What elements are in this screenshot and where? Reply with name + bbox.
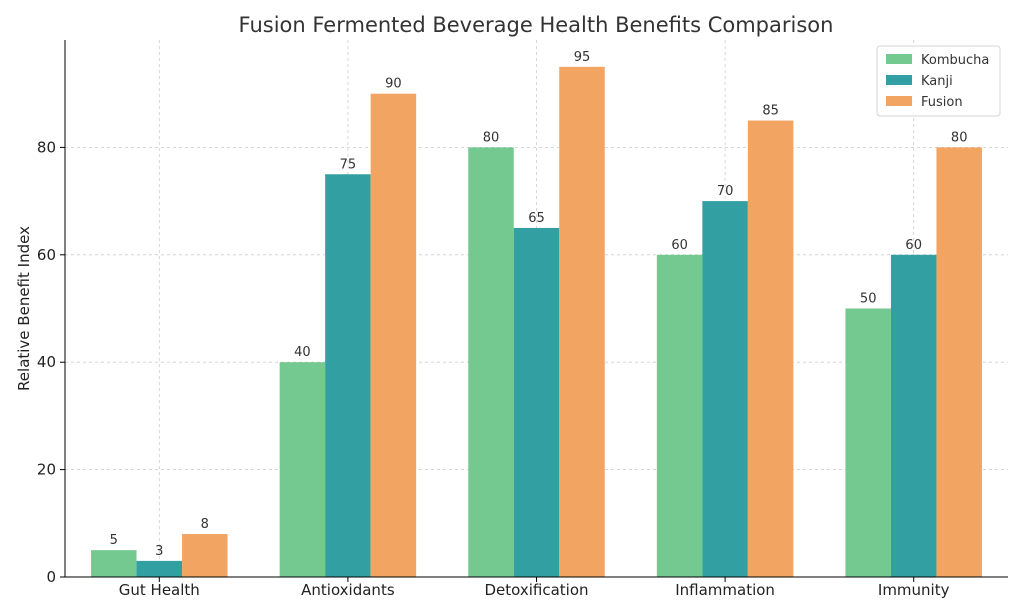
bar-fusion-gut-health — [182, 534, 228, 577]
data-label: 85 — [762, 104, 779, 119]
bar-kanji-gut-health — [136, 560, 183, 577]
y-tick-label: 80 — [37, 138, 56, 156]
x-tick-label: Antioxidants — [301, 581, 395, 599]
bar-kombucha-immunity — [845, 308, 891, 577]
x-tick-label: Inflammation — [675, 581, 775, 599]
y-tick-label: 0 — [46, 568, 56, 586]
bar-fusion-inflammation — [747, 120, 794, 578]
bars-layer — [91, 66, 982, 578]
legend-swatch-kombucha — [886, 54, 912, 64]
y-tick-label: 20 — [37, 461, 56, 479]
data-label: 70 — [717, 184, 734, 199]
data-label: 40 — [294, 345, 311, 360]
data-label: 5 — [110, 533, 118, 548]
y-axis-label: Relative Benefit Index — [15, 226, 33, 391]
legend-swatch-kanji — [886, 75, 912, 85]
data-label: 90 — [385, 77, 402, 92]
x-tick-label: Immunity — [878, 581, 950, 599]
data-label: 3 — [155, 544, 163, 559]
y-tick-label: 40 — [37, 353, 56, 371]
data-label: 95 — [574, 50, 591, 65]
grid-layer — [65, 40, 1008, 577]
data-label: 60 — [671, 238, 688, 253]
bar-kanji-detoxification — [513, 227, 560, 577]
bar-kanji-inflammation — [702, 201, 748, 577]
data-label: 65 — [528, 211, 545, 226]
data-labels-layer: 5 40 80 60 50 3 75 65 70 60 8 90 95 85 80 — [110, 50, 968, 559]
data-label: 60 — [905, 238, 922, 253]
bar-fusion-immunity — [936, 147, 982, 577]
data-label: 80 — [483, 130, 500, 145]
x-tick-label: Gut Health — [119, 581, 200, 599]
legend-label-fusion: Fusion — [921, 95, 963, 110]
bar-kombucha-gut-health — [91, 550, 137, 577]
data-label: 80 — [951, 130, 968, 145]
bar-fusion-detoxification — [559, 66, 605, 577]
bar-kombucha-antioxidants — [279, 362, 326, 577]
legend: Kombucha Kanji Fusion — [876, 45, 1001, 117]
bar-fusion-antioxidants — [370, 93, 417, 577]
legend-label-kanji: Kanji — [921, 74, 953, 89]
axes-layer: 0 20 40 60 80 Gut Health Antioxidants Detoxific… — [37, 40, 1008, 599]
bar-kanji-antioxidants — [325, 174, 371, 577]
legend-swatch-fusion — [886, 96, 912, 106]
data-label: 50 — [860, 292, 877, 307]
bar-kombucha-inflammation — [656, 254, 703, 578]
x-tick-label: Detoxification — [484, 581, 588, 599]
legend-label-kombucha: Kombucha — [921, 53, 989, 68]
y-tick-label: 60 — [37, 246, 56, 264]
data-label: 8 — [201, 517, 209, 532]
bar-kombucha-detoxification — [468, 147, 514, 577]
chart-title: Fusion Fermented Beverage Health Benefit… — [239, 13, 834, 37]
data-label: 75 — [340, 157, 357, 172]
bar-kanji-immunity — [890, 254, 937, 578]
